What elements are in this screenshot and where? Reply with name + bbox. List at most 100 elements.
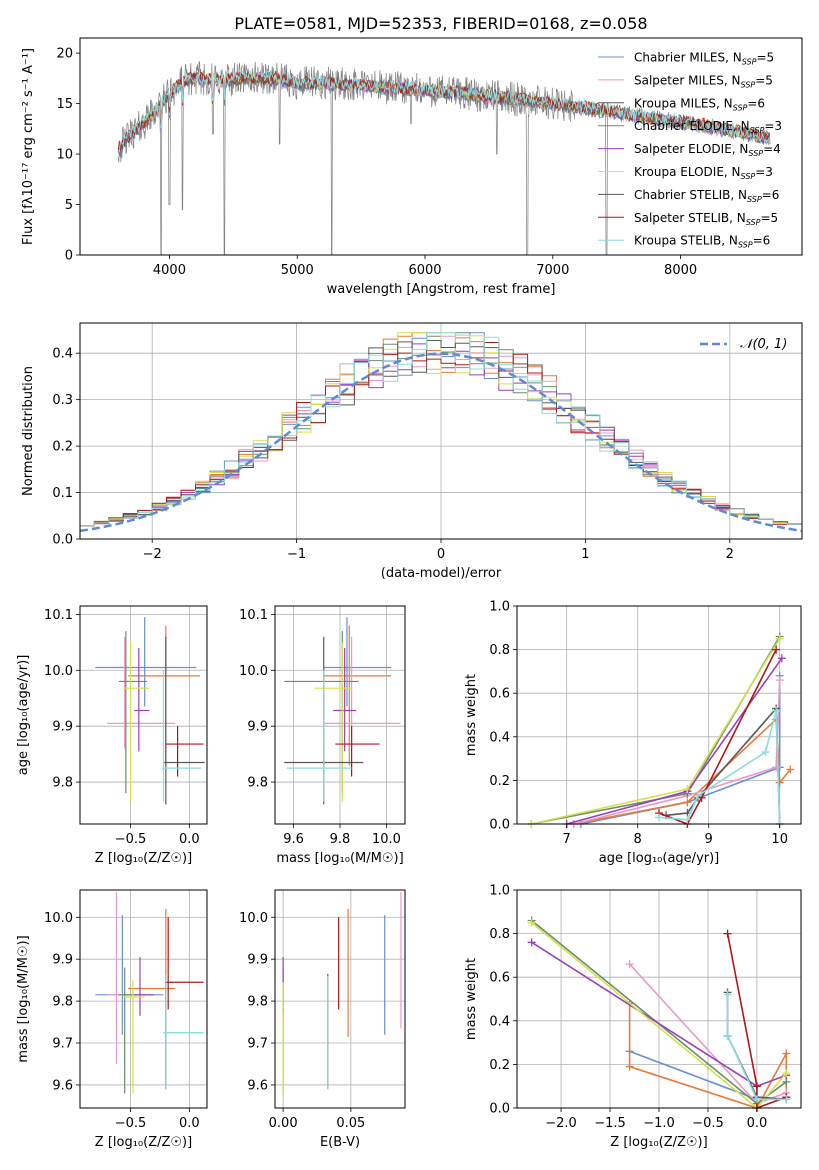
weight_vs_Z-xtick-label: −2.0 bbox=[545, 1116, 577, 1131]
legend-entry-name: Salpeter ELODIE, N bbox=[634, 142, 748, 156]
weight-marker bbox=[761, 748, 770, 757]
legend-entry-sub: SSP bbox=[738, 241, 753, 250]
gaussian-curve bbox=[79, 352, 803, 533]
weight_vs_age-ylabel: mass weight bbox=[464, 674, 479, 756]
age_vs_Z-xlabel: Z [log₁₀(Z/Z☉)] bbox=[95, 851, 192, 866]
mass_vs_EBV-xtick-label: 0.05 bbox=[336, 1116, 365, 1131]
weight_vs_age-ytick-label: 0.8 bbox=[489, 643, 510, 658]
legend-entry-n: =3 bbox=[764, 119, 782, 133]
age_vs_mass-ytick-label: 9.8 bbox=[247, 776, 268, 791]
legend-entry-name: Salpeter MILES, N bbox=[634, 73, 741, 87]
legend-entry: Salpeter ELODIE, NSSP=4 bbox=[634, 142, 781, 158]
legend-entry-sub: SSP bbox=[750, 126, 765, 135]
weight-marker bbox=[772, 706, 781, 715]
mass_vs_EBV-ytick-label: 9.6 bbox=[247, 1078, 268, 1093]
mass_vs_EBV-xlabel: E(B-V) bbox=[320, 1135, 360, 1150]
weight_vs_Z-ytick-label: 0.6 bbox=[489, 971, 510, 986]
weight-marker bbox=[782, 1049, 791, 1058]
legend-entry-sub: SSP bbox=[747, 195, 762, 204]
age_vs_mass-ytick-label: 10.1 bbox=[239, 608, 268, 623]
spectrum-xtick-label: 4000 bbox=[153, 263, 186, 278]
weight_vs_Z-ytick-label: 1.0 bbox=[489, 884, 510, 899]
legend-entry-n: =6 bbox=[747, 96, 765, 110]
histogram-series-7 bbox=[80, 340, 802, 527]
weight-marker bbox=[655, 813, 663, 822]
weight_vs_Z-xtick-label: 0.0 bbox=[747, 1116, 768, 1131]
histogram-xlabel: (data-model)/error bbox=[381, 566, 502, 581]
histogram-xtick-label: −1 bbox=[287, 547, 306, 562]
weight_vs_age-ytick-label: 0.6 bbox=[489, 687, 510, 702]
weight-marker bbox=[752, 1082, 761, 1091]
age_vs_Z-ylabel: age [log₁₀(age/yr)] bbox=[16, 655, 31, 776]
legend-entry-name: Salpeter STELIB, N bbox=[634, 211, 746, 225]
weight_vs_age-xlabel: age [log₁₀(age/yr)] bbox=[599, 851, 720, 866]
spectrum-ytick-label: 15 bbox=[56, 97, 73, 112]
weight-marker bbox=[527, 918, 536, 927]
weight-marker bbox=[723, 1032, 732, 1041]
spectrum-ytick-label: 0 bbox=[65, 249, 73, 264]
histogram-frame bbox=[79, 322, 803, 540]
spectrum-ylabel: Flux [fλ10⁻¹⁷ erg cm⁻² s⁻¹ A⁻¹] bbox=[21, 48, 36, 245]
histogram-xtick-label: 1 bbox=[581, 547, 589, 562]
histogram-xtick-label: 2 bbox=[726, 547, 734, 562]
weight-marker bbox=[683, 815, 692, 824]
weight-marker bbox=[775, 676, 784, 685]
histogram-ytick-label: 0.2 bbox=[52, 440, 73, 455]
legend-entry: Chabrier STELIB, NSSP=6 bbox=[634, 188, 779, 204]
legend-entry-sub: SSP bbox=[748, 149, 763, 158]
weight-marker bbox=[723, 990, 732, 999]
age_vs_mass-xlabel: mass [log₁₀(M/M☉)] bbox=[276, 851, 403, 866]
weight-marker bbox=[527, 938, 536, 947]
mass_vs_Z-xlabel: Z [log₁₀(Z/Z☉)] bbox=[95, 1135, 192, 1150]
legend-entry: Chabrier MILES, NSSP=5 bbox=[634, 51, 774, 67]
legend-entry-sub: SSP bbox=[742, 58, 757, 67]
weight-marker bbox=[782, 1095, 791, 1104]
weight_vs_age-xtick-label: 10 bbox=[771, 832, 788, 847]
legend-entry: Salpeter MILES, NSSP=5 bbox=[634, 73, 773, 89]
legend-entry: Salpeter STELIB, NSSP=5 bbox=[634, 211, 778, 227]
legend-entry-name: Chabrier ELODIE, N bbox=[634, 119, 750, 133]
mass_vs_EBV-ytick-label: 9.7 bbox=[247, 1037, 268, 1052]
spectrum-xtick-label: 8000 bbox=[664, 263, 697, 278]
weight-marker bbox=[625, 960, 634, 969]
weight_vs_age-xtick-label: 7 bbox=[563, 832, 571, 847]
legend-entry-n: =5 bbox=[756, 51, 774, 65]
spectrum-ytick-label: 20 bbox=[56, 47, 73, 62]
histogram-xtick-label: −2 bbox=[143, 547, 162, 562]
mass_vs_Z-xtick-label: 0.0 bbox=[179, 1116, 200, 1131]
chart-title: PLATE=0581, MJD=52353, FIBERID=0168, z=0… bbox=[234, 14, 647, 33]
spectrum-xtick-label: 6000 bbox=[408, 263, 441, 278]
weight_vs_age-ytick-label: 0.0 bbox=[489, 818, 510, 833]
spectrum-xtick-label: 7000 bbox=[536, 263, 569, 278]
age_vs_Z-ytick-label: 10.0 bbox=[44, 664, 73, 679]
age_vs_Z-xtick-label: −0.5 bbox=[115, 832, 147, 847]
histogram-ylabel: Normed distribution bbox=[21, 366, 36, 496]
weight_vs_age-xtick-label: 8 bbox=[634, 832, 642, 847]
weight-marker bbox=[723, 929, 732, 938]
mass_vs_Z-ytick-label: 9.9 bbox=[52, 953, 73, 968]
weight-marker bbox=[782, 1069, 791, 1078]
weight_vs_Z-ytick-label: 0.4 bbox=[489, 1014, 510, 1029]
histogram-ytick-label: 0.0 bbox=[52, 533, 73, 548]
legend-entry-sub: SSP bbox=[733, 103, 748, 112]
weight_vs_age-frame bbox=[516, 605, 802, 825]
histogram-xtick-label: 0 bbox=[437, 547, 445, 562]
weight_vs_Z-xtick-label: −1.0 bbox=[643, 1116, 675, 1131]
age_vs_mass-ytick-label: 9.9 bbox=[247, 720, 268, 735]
weight_vs_Z-xlabel: Z [log₁₀(Z/Z☉)] bbox=[610, 1135, 707, 1150]
age_vs_mass-frame bbox=[274, 605, 406, 825]
histogram-ytick-label: 0.1 bbox=[52, 486, 73, 501]
spectrum-frame bbox=[79, 37, 803, 256]
weight-series-9 bbox=[658, 710, 781, 825]
age_vs_Z-frame bbox=[79, 605, 208, 825]
legend-entry: Kroupa MILES, NSSP=6 bbox=[634, 96, 765, 112]
histogram-ytick-label: 0.4 bbox=[52, 347, 73, 362]
age_vs_Z-xtick-label: 0.0 bbox=[179, 832, 200, 847]
legend-entry-n: =4 bbox=[763, 142, 781, 156]
legend-entry-sub: SSP bbox=[746, 218, 761, 227]
legend-entry-name: Chabrier MILES, N bbox=[634, 51, 742, 65]
age_vs_Z-ytick-label: 9.8 bbox=[52, 776, 73, 791]
weight_vs_age-ytick-label: 1.0 bbox=[489, 600, 510, 615]
legend-entry-name: Kroupa MILES, N bbox=[634, 96, 733, 110]
spectrum-xlabel: wavelength [Angstrom, rest frame] bbox=[327, 282, 556, 297]
